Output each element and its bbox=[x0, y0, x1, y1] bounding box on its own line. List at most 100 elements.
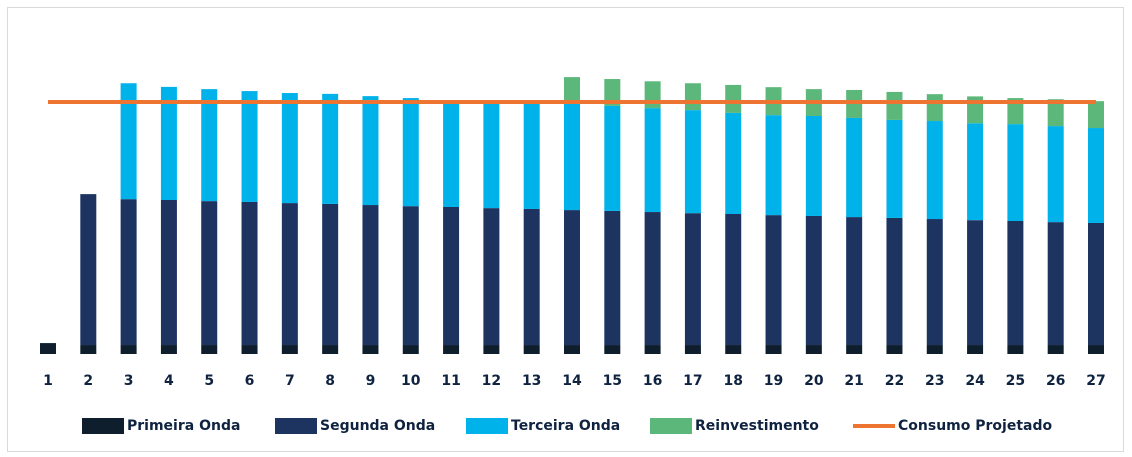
bar-segment bbox=[80, 345, 97, 354]
bar-segment bbox=[483, 208, 500, 346]
legend-swatch bbox=[650, 418, 692, 434]
bar-segment bbox=[281, 345, 298, 354]
bar-segment bbox=[402, 98, 419, 207]
bar-segment bbox=[120, 83, 137, 200]
bar-segment bbox=[886, 119, 903, 218]
bar-segment bbox=[564, 77, 580, 104]
bar-segment bbox=[765, 345, 782, 354]
x-tick-label: 14 bbox=[562, 373, 582, 389]
bar-segment bbox=[725, 112, 742, 214]
legend-label: Segunda Onda bbox=[320, 418, 435, 434]
legend-swatch bbox=[466, 418, 508, 434]
x-tick-label: 24 bbox=[965, 373, 985, 389]
bar-segment bbox=[1088, 222, 1104, 346]
x-tick-label: 22 bbox=[885, 373, 904, 389]
frame bbox=[7, 7, 1124, 452]
x-tick-label: 6 bbox=[245, 373, 255, 389]
bar-segment bbox=[564, 345, 580, 354]
bar-segment bbox=[926, 345, 943, 354]
bar-segment bbox=[120, 345, 137, 354]
bar-segment bbox=[1047, 99, 1064, 127]
x-tick-label: 11 bbox=[441, 373, 460, 389]
bar-segment bbox=[402, 345, 419, 354]
bar-segment bbox=[241, 91, 258, 202]
bar-segment bbox=[886, 217, 903, 346]
bar-segment bbox=[443, 207, 460, 346]
x-tick-label: 3 bbox=[124, 373, 134, 389]
bar-segment bbox=[160, 86, 177, 200]
legend-label: Consumo Projetado bbox=[898, 418, 1052, 434]
x-tick-label: 7 bbox=[285, 373, 295, 389]
x-tick-label: 27 bbox=[1086, 373, 1105, 389]
bar-segment bbox=[967, 220, 984, 346]
bar-segment bbox=[644, 212, 661, 346]
x-tick-label: 13 bbox=[522, 373, 541, 389]
bar-segment bbox=[362, 205, 379, 346]
bar-segment bbox=[846, 217, 863, 346]
legend-swatch bbox=[275, 418, 317, 434]
bar-segment bbox=[201, 89, 218, 202]
legend-label: Terceira Onda bbox=[511, 418, 620, 434]
bar-segment bbox=[1047, 222, 1064, 346]
bar-segment bbox=[805, 215, 822, 346]
bar-segment bbox=[725, 84, 742, 113]
bar-segment bbox=[201, 345, 218, 354]
x-tick-label: 9 bbox=[366, 373, 376, 389]
bar-segment bbox=[241, 345, 258, 354]
bar-segment bbox=[1007, 98, 1024, 125]
bar-segment bbox=[443, 345, 460, 354]
bar-segment bbox=[322, 345, 339, 354]
bar-segment bbox=[684, 83, 701, 111]
bar-segment bbox=[1088, 345, 1104, 354]
x-tick-label: 8 bbox=[325, 373, 335, 389]
bar-segment bbox=[483, 103, 500, 209]
bar-segment bbox=[1007, 345, 1024, 354]
bar-segment bbox=[604, 105, 621, 211]
bar-segment bbox=[846, 117, 863, 218]
x-tick-label: 20 bbox=[804, 373, 824, 389]
bar-segment bbox=[322, 203, 339, 346]
x-tick-label: 4 bbox=[164, 373, 174, 389]
bar-segment bbox=[846, 345, 863, 354]
bar-segment bbox=[564, 210, 580, 346]
bar-segment bbox=[684, 345, 701, 354]
bar-segment bbox=[201, 201, 218, 346]
bar-segment bbox=[644, 81, 661, 109]
bar-segment bbox=[80, 194, 97, 346]
x-tick-label: 2 bbox=[83, 373, 93, 389]
bar-segment bbox=[684, 213, 701, 346]
bar-segment bbox=[967, 123, 984, 221]
bar-segment bbox=[402, 206, 419, 346]
x-tick-label: 5 bbox=[204, 373, 214, 389]
x-tick-label: 19 bbox=[764, 373, 783, 389]
bar-segment bbox=[443, 100, 460, 207]
bar-segment bbox=[765, 215, 782, 346]
x-tick-label: 18 bbox=[723, 373, 742, 389]
bar-segment bbox=[926, 121, 943, 220]
bar-segment bbox=[926, 219, 943, 346]
x-tick-label: 17 bbox=[683, 373, 702, 389]
bar-segment bbox=[362, 345, 379, 354]
bar-segment bbox=[886, 91, 903, 120]
bar-segment bbox=[644, 345, 661, 354]
bar-segment bbox=[281, 203, 298, 346]
bar-segment bbox=[1007, 221, 1024, 346]
bar-segment bbox=[1047, 126, 1064, 223]
bar-segment bbox=[967, 345, 984, 354]
bar-segment bbox=[362, 96, 379, 206]
bar-segment bbox=[523, 103, 540, 209]
bar-segment bbox=[805, 116, 822, 216]
bar-segment bbox=[483, 345, 500, 354]
x-tick-label: 12 bbox=[482, 373, 501, 389]
bar-segment bbox=[564, 103, 580, 211]
x-tick-label: 1 bbox=[43, 373, 53, 389]
x-tick-label: 26 bbox=[1046, 373, 1065, 389]
bar-segment bbox=[684, 110, 701, 214]
bar-segment bbox=[523, 208, 540, 346]
bar-segment bbox=[644, 108, 661, 213]
bar-segment bbox=[160, 345, 177, 354]
bar-segment bbox=[1088, 128, 1104, 223]
bar-segment bbox=[886, 345, 903, 354]
x-tick-label: 10 bbox=[401, 373, 421, 389]
bar-segment bbox=[1007, 124, 1024, 221]
